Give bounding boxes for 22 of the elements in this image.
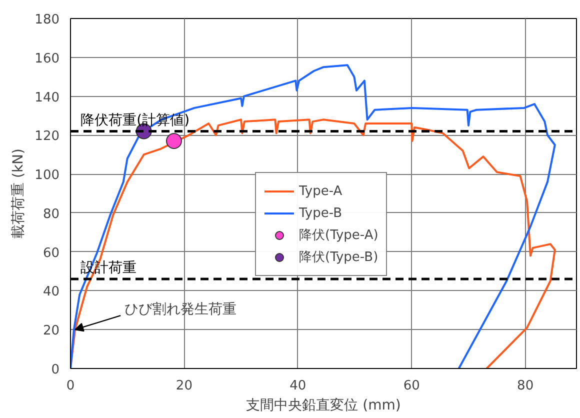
y-tick-label: 60: [42, 246, 60, 261]
y-tick-label: 180: [34, 12, 60, 28]
y-tick-label: 160: [34, 51, 60, 66]
y-axis-title: 載荷荷重 (kN): [10, 148, 27, 238]
legend-label: 降伏(Type-B): [299, 249, 378, 266]
y-tick-label: 80: [42, 206, 60, 222]
y-tick-label: 40: [42, 284, 60, 300]
legend-label: 降伏(Type-A): [299, 227, 378, 244]
y-tick-label: 20: [42, 324, 60, 339]
x-tick-label: 80: [517, 378, 534, 394]
y-tick-label: 120: [34, 129, 60, 144]
line-series: [70, 64, 556, 368]
x-tick-label: 20: [176, 378, 192, 394]
x-tick-label: 0: [66, 378, 75, 394]
y-tick-label: 0: [51, 362, 60, 378]
legend-label: Type-B: [299, 206, 342, 220]
y-tick-label: 140: [34, 90, 60, 106]
x-tick-label: 60: [403, 378, 420, 394]
y-tick-label: 100: [34, 168, 60, 184]
x-tick-label: 40: [290, 378, 306, 394]
x-axis-title: 支間中央鉛直変位 (mm): [246, 398, 401, 414]
legend-label: Type-A: [299, 184, 342, 198]
